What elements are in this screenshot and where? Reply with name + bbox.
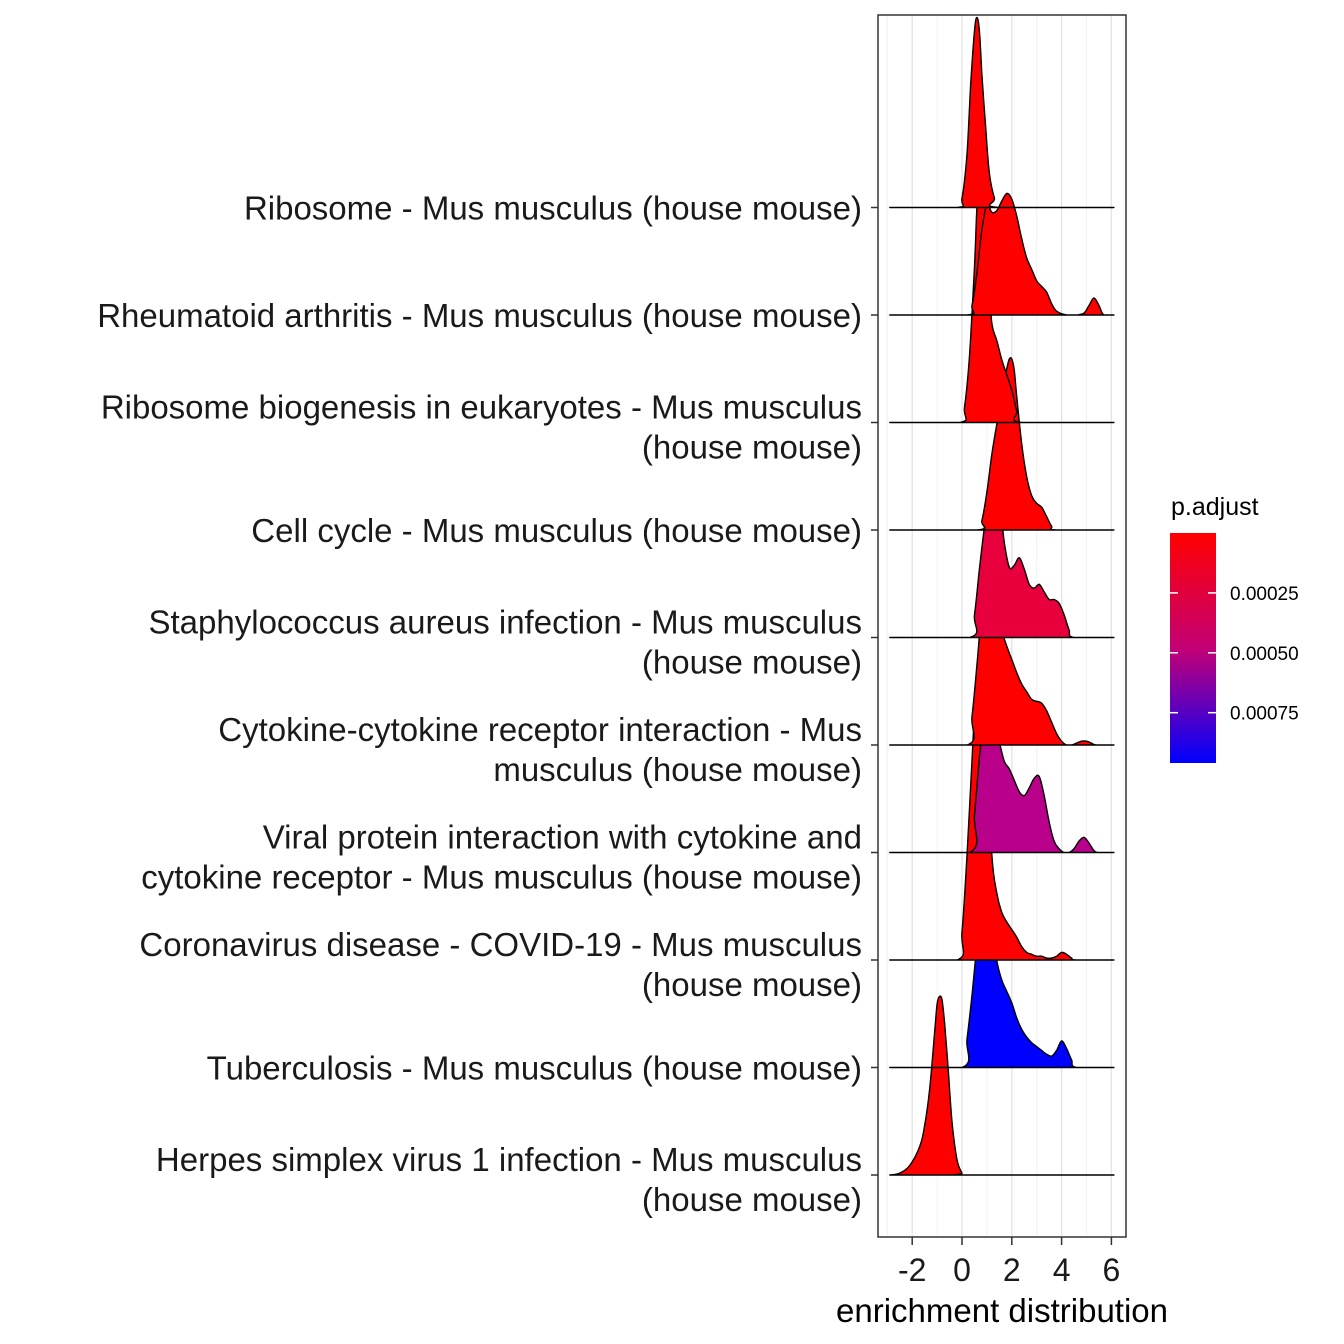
category-label: Viral protein interaction with cytokine … — [263, 819, 862, 856]
legend-colorbar — [1170, 533, 1216, 763]
legend-title: p.adjust — [1171, 493, 1259, 521]
category-label: (house mouse) — [642, 1181, 862, 1218]
category-label: Rheumatoid arthritis - Mus musculus (hou… — [97, 297, 862, 334]
category-labels: Herpes simplex virus 1 infection - Mus m… — [97, 190, 862, 1219]
legend-tick-label: 0.00025 — [1230, 584, 1299, 605]
legend-tick-label: 0.00050 — [1230, 644, 1299, 665]
panel-border — [877, 14, 1127, 1238]
x-tick-label: 4 — [1053, 1252, 1071, 1288]
category-label: cytokine receptor - Mus musculus (house … — [141, 859, 862, 896]
category-label: Ribosome biogenesis in eukaryotes - Mus … — [101, 389, 862, 426]
x-axis-title: enrichment distribution — [836, 1292, 1168, 1329]
category-label: musculus (house mouse) — [493, 751, 862, 788]
category-label: Tuberculosis - Mus musculus (house mouse… — [207, 1050, 862, 1087]
x-tick-label: 6 — [1103, 1252, 1121, 1288]
ridge-4 — [889, 488, 1115, 639]
ridge-0 — [889, 16, 1115, 209]
x-axis: -2 0 2 4 6 — [898, 1237, 1120, 1288]
category-label: Cell cycle - Mus musculus (house mouse) — [251, 512, 862, 549]
x-tick-label: 0 — [953, 1252, 971, 1288]
legend: p.adjust 0.00025 0.00050 0.00075 — [1170, 493, 1299, 763]
category-label: Ribosome - Mus musculus (house mouse) — [244, 190, 862, 227]
category-label: Herpes simplex virus 1 infection - Mus m… — [156, 1141, 862, 1178]
y-ticks — [871, 206, 878, 1176]
legend-ticks: 0.00025 0.00050 0.00075 — [1170, 584, 1299, 725]
ridge-9 — [889, 995, 1115, 1176]
category-label: (house mouse) — [642, 429, 862, 466]
x-tick-label: 2 — [1003, 1252, 1021, 1288]
ridge-1 — [889, 192, 1115, 316]
ridges — [889, 16, 1115, 1176]
category-label: Coronavirus disease - COVID-19 - Mus mus… — [139, 926, 862, 963]
legend-tick-label: 0.00075 — [1230, 704, 1299, 725]
category-label: (house mouse) — [642, 966, 862, 1003]
category-label: Cytokine-cytokine receptor interaction -… — [218, 711, 862, 748]
category-label: Staphylococcus aureus infection - Mus mu… — [149, 604, 863, 641]
category-label: (house mouse) — [642, 644, 862, 681]
x-tick-label: -2 — [898, 1252, 926, 1288]
ridge-3 — [889, 356, 1115, 531]
